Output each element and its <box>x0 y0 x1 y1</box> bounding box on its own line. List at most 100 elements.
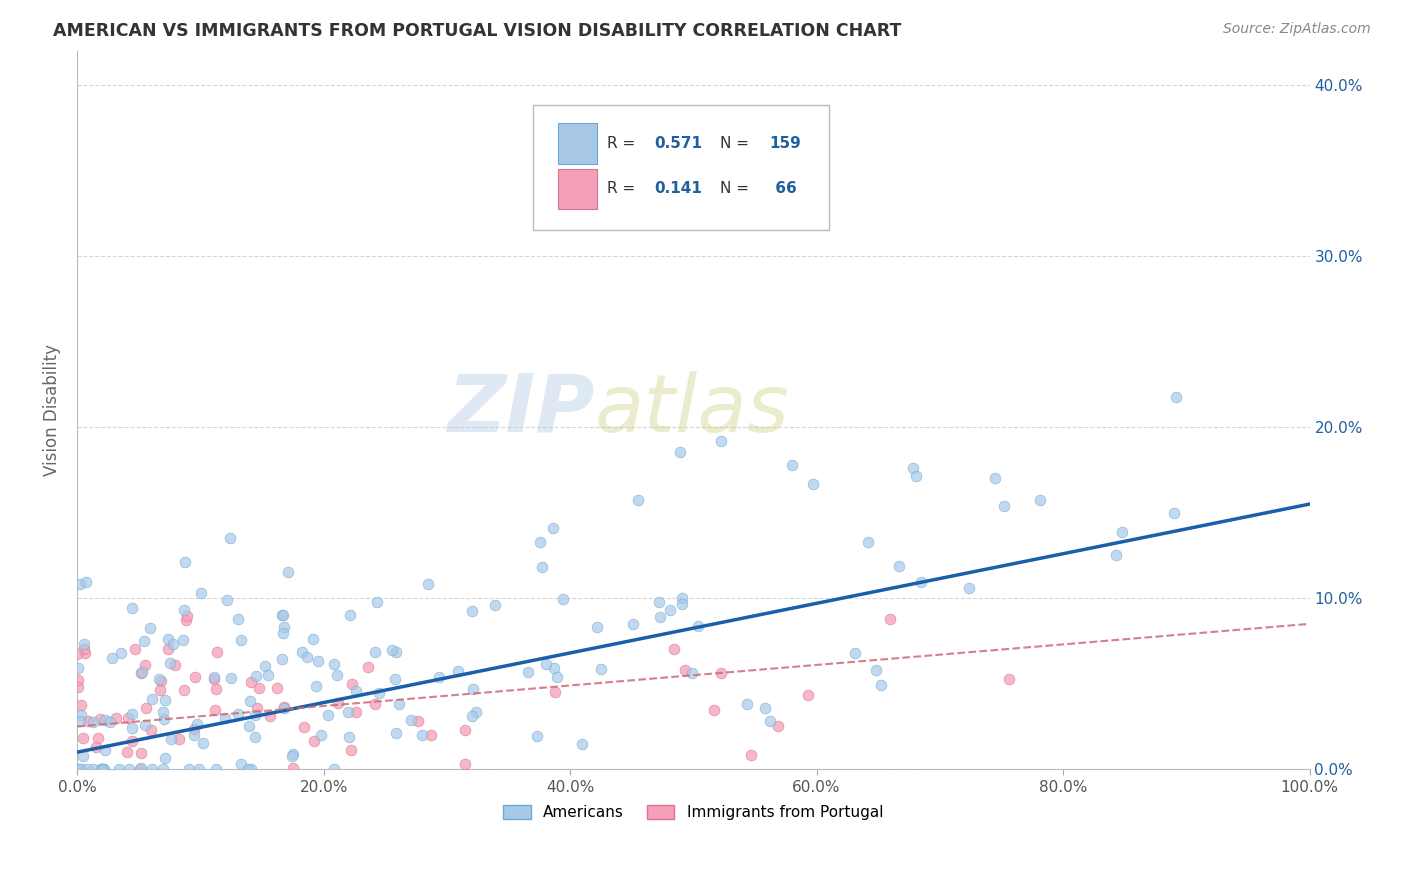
Point <box>463 682 485 697</box>
Point <box>69 707 91 722</box>
Point <box>546 670 568 684</box>
Point <box>460 604 482 618</box>
Point <box>139 723 162 737</box>
Point <box>844 646 866 660</box>
Point <box>184 670 207 684</box>
Point <box>89 712 111 726</box>
Point <box>740 747 762 762</box>
Text: 66: 66 <box>769 181 796 196</box>
Point <box>117 711 139 725</box>
Point <box>735 698 758 712</box>
Point <box>650 609 672 624</box>
Point <box>326 696 349 710</box>
Point <box>384 645 406 659</box>
Point <box>688 619 710 633</box>
Point <box>159 656 181 670</box>
Point <box>219 531 242 545</box>
Point <box>246 701 269 715</box>
Point <box>801 476 824 491</box>
FancyBboxPatch shape <box>533 104 830 230</box>
Point <box>754 701 776 715</box>
Point <box>406 714 429 728</box>
Point <box>401 713 423 727</box>
Point <box>253 659 276 673</box>
Point <box>529 535 551 549</box>
Point <box>69 762 91 776</box>
Point <box>339 743 361 757</box>
Point <box>239 762 262 776</box>
Point <box>856 535 879 549</box>
Point <box>366 594 388 608</box>
Point <box>110 646 132 660</box>
Point <box>148 673 170 687</box>
Point <box>292 720 315 734</box>
Point <box>259 708 281 723</box>
Point <box>91 762 114 776</box>
Point <box>998 672 1021 686</box>
Point <box>534 657 557 671</box>
Point <box>427 670 450 684</box>
Point <box>219 671 242 685</box>
Point <box>703 703 725 717</box>
Point <box>67 762 90 776</box>
Point <box>132 634 155 648</box>
Point <box>277 565 299 579</box>
Point <box>205 682 228 697</box>
Point <box>183 728 205 742</box>
Point <box>295 649 318 664</box>
Text: 0.141: 0.141 <box>654 181 702 196</box>
Point <box>993 499 1015 513</box>
Point <box>281 760 304 774</box>
Point <box>150 673 173 688</box>
Point <box>887 559 910 574</box>
Point <box>531 560 554 574</box>
Point <box>591 662 613 676</box>
Point <box>72 749 94 764</box>
Point <box>668 445 690 459</box>
Point <box>281 749 304 764</box>
Text: N =: N = <box>720 136 754 151</box>
Point <box>90 762 112 776</box>
Point <box>553 592 575 607</box>
Point <box>454 756 477 771</box>
Point <box>162 637 184 651</box>
Point <box>160 732 183 747</box>
Point <box>910 575 932 590</box>
Point <box>134 718 156 732</box>
Point <box>901 461 924 475</box>
Point <box>710 434 733 449</box>
Point <box>217 593 239 607</box>
Point <box>411 728 433 742</box>
Point <box>155 751 177 765</box>
Point <box>658 603 681 617</box>
Point <box>135 700 157 714</box>
Point <box>388 698 411 712</box>
Point <box>118 762 141 776</box>
Point <box>129 665 152 680</box>
Point <box>94 713 117 727</box>
FancyBboxPatch shape <box>558 123 598 163</box>
Point <box>205 762 228 776</box>
FancyBboxPatch shape <box>558 169 598 209</box>
Point <box>905 468 928 483</box>
Point <box>174 613 197 627</box>
Point <box>621 617 644 632</box>
Point <box>984 471 1007 485</box>
Point <box>384 672 406 686</box>
Point <box>124 641 146 656</box>
Point <box>648 595 671 609</box>
Point <box>304 734 326 748</box>
Point <box>207 645 229 659</box>
Point <box>266 681 288 696</box>
Point <box>172 633 194 648</box>
Point <box>585 620 607 634</box>
Point <box>82 762 104 776</box>
Point <box>121 721 143 735</box>
Point <box>517 665 540 679</box>
Point <box>957 581 980 595</box>
Point <box>239 694 262 708</box>
Point <box>782 458 804 472</box>
Point <box>202 673 225 687</box>
Point <box>73 641 96 656</box>
Point <box>710 666 733 681</box>
